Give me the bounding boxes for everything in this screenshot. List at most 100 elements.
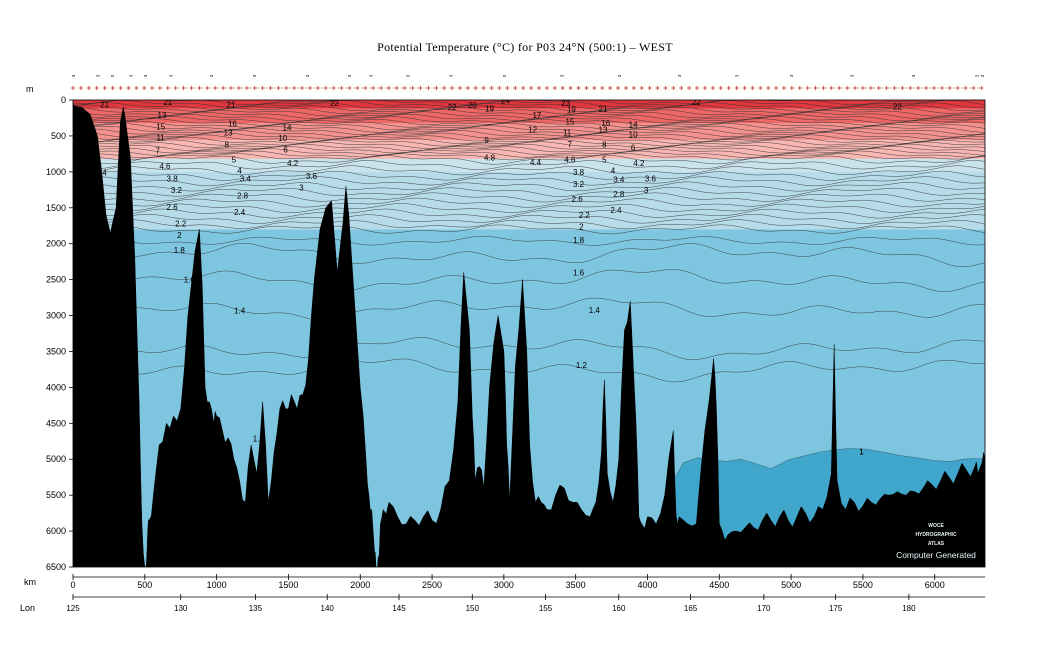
contour-label: 7 — [155, 146, 160, 155]
contour-labels: 21 21 2113151174.63.83.22.62.221.81.61.41.… — [100, 97, 902, 456]
contour-label: 3.4 — [240, 174, 252, 183]
station-label: 3 — [347, 74, 352, 77]
isotherm-line — [73, 176, 985, 187]
axes: 0500100015002000250030003500400045005000… — [46, 95, 985, 613]
isotherm-line — [73, 197, 985, 208]
contour-label: 7 — [568, 140, 573, 149]
lon-axis-label: Lon — [20, 603, 35, 613]
isotherm-line — [73, 203, 985, 213]
contour-label: 22 — [330, 99, 339, 108]
station-label: 3 — [110, 74, 115, 77]
lon-tick-label: 170 — [757, 604, 771, 613]
station-label: 3 — [789, 74, 794, 77]
contour-label: 1.8 — [174, 246, 186, 255]
contour-label: 14 — [283, 123, 292, 132]
station-label: 3 — [911, 74, 916, 77]
contour-label: 2.8 — [613, 190, 625, 199]
contour-label: 2.2 — [579, 211, 591, 220]
station-label: 3 — [368, 74, 373, 77]
contour-label: 21 — [599, 105, 608, 114]
contour-label: 13 — [224, 128, 233, 137]
y-tick-label: 4000 — [46, 382, 66, 392]
contour-label: 13 — [599, 126, 608, 135]
isotherm-line — [73, 337, 985, 360]
x-tick-label: 5500 — [853, 580, 873, 590]
contour-label: 5 — [602, 156, 607, 165]
y-tick-label: 4500 — [46, 418, 66, 428]
isotherm-line — [73, 129, 985, 138]
contour-label: 3.8 — [573, 168, 585, 177]
contour-label: 21 — [227, 100, 236, 109]
contour-label: 4.6 — [564, 156, 576, 165]
contour-label: 20 — [468, 101, 477, 110]
isotherm-contours — [73, 100, 985, 383]
station-label: 3 — [735, 74, 740, 77]
isotherm-line — [73, 181, 985, 192]
lon-tick-label: 130 — [174, 604, 188, 613]
contour-label: 4.8 — [484, 154, 496, 163]
station-label: 3 — [502, 74, 507, 77]
contour-label: 4.6 — [159, 162, 171, 171]
station-label: 3 — [449, 74, 454, 77]
station-label: 3 — [128, 74, 133, 77]
color-band-0 — [73, 100, 985, 109]
watermark-line2: HYDROGRAPHIC — [915, 532, 957, 538]
contour-label: 16 — [601, 119, 610, 128]
x-tick-label: 1500 — [278, 580, 298, 590]
contour-label: 1 — [859, 447, 864, 456]
isotherm-line — [73, 120, 985, 129]
contour-label: 6 — [631, 143, 636, 152]
contour-label: 24 — [501, 97, 510, 106]
isotherm-line — [73, 107, 985, 115]
contour-label: 3 — [644, 186, 649, 195]
y-tick-label: 1500 — [46, 203, 66, 213]
contour-label: 2.6 — [572, 195, 584, 204]
isotherm-line — [73, 136, 985, 145]
station-label: 3 — [169, 74, 174, 77]
contour-label: 16 — [228, 120, 237, 129]
contour-label: 4.2 — [633, 159, 645, 168]
contour-label: 21 — [100, 100, 109, 109]
contour-label: 22 — [692, 98, 701, 107]
contour-label: 1.8 — [573, 236, 585, 245]
deep-water-label: 1 — [859, 447, 864, 456]
isotherm-line — [73, 152, 985, 161]
station-label: 3 — [974, 74, 979, 77]
isotherm-line — [73, 134, 985, 142]
lon-tick-label: 140 — [321, 604, 335, 613]
y-tick-label: 1000 — [46, 167, 66, 177]
isotherm-line — [73, 116, 985, 124]
depth-unit-label: m — [26, 84, 34, 94]
x-tick-label: 3500 — [566, 580, 586, 590]
isotherm-line — [73, 297, 985, 322]
isotherm-line — [73, 143, 985, 152]
x-tick-label: 3000 — [494, 580, 514, 590]
chart-title: Potential Temperature (°C) for P03 24°N … — [377, 40, 673, 54]
isotherm-line — [73, 154, 985, 165]
y-tick-label: 3000 — [46, 311, 66, 321]
lon-tick-label: 160 — [612, 604, 626, 613]
x-tick-label: 4000 — [637, 580, 657, 590]
contour-label: 3 — [299, 184, 304, 193]
contour-label: 3.2 — [573, 180, 585, 189]
contour-label: 2 — [177, 231, 182, 240]
isotherm-line — [73, 165, 985, 176]
contour-label: 1.4 — [589, 306, 601, 315]
contour-label: 10 — [629, 131, 638, 140]
contour-label: 4.4 — [530, 158, 542, 167]
contour-label: 9 — [484, 136, 489, 145]
contour-label: 21 — [163, 98, 172, 107]
contour-label: 2.8 — [237, 192, 249, 201]
contour-label: 1.4 — [234, 307, 246, 316]
isotherm-line — [73, 100, 985, 108]
contour-label: 22 — [448, 103, 457, 112]
y-tick-label: 2000 — [46, 239, 66, 249]
isotherm-line — [73, 141, 985, 149]
y-tick-label: 3500 — [46, 346, 66, 356]
watermark-line4: Computer Generated — [896, 550, 976, 560]
isotherm-line — [73, 132, 985, 140]
isotherm-line — [73, 219, 985, 230]
station-label: 3 — [71, 74, 76, 77]
contour-label: 1.2 — [253, 434, 265, 443]
